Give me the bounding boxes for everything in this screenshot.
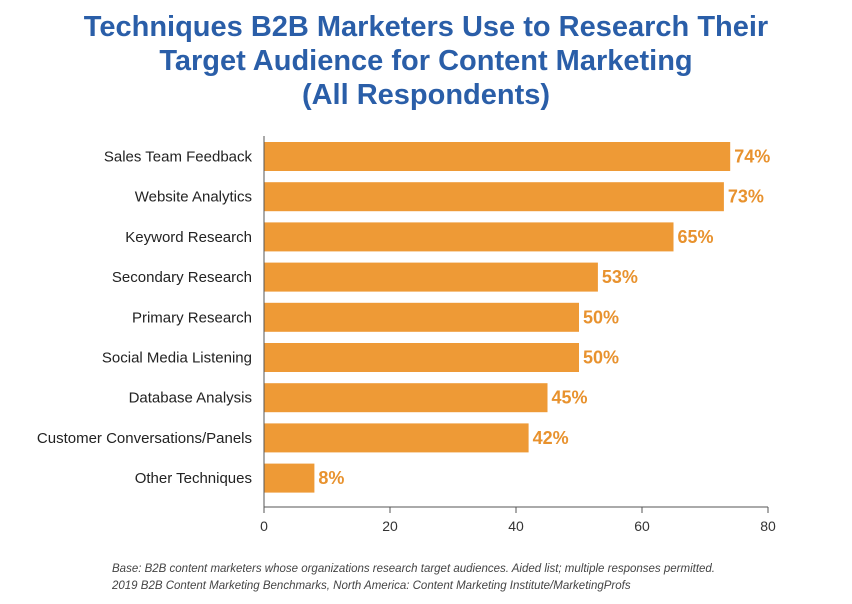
- chart-title-line: Techniques B2B Marketers Use to Research…: [83, 11, 769, 43]
- bar: [264, 423, 529, 453]
- data-label: 8%: [318, 468, 344, 488]
- category-label: Keyword Research: [125, 229, 252, 246]
- bar: [264, 343, 579, 372]
- category-label: Website Analytics: [135, 189, 252, 206]
- footnote-source: 2019 B2B Content Marketing Benchmarks, N…: [112, 580, 631, 592]
- chart-title-line: Target Audience for Content Marketing: [159, 45, 693, 77]
- x-tick-label: 0: [260, 518, 268, 534]
- data-label: 65%: [678, 227, 714, 247]
- category-label: Customer Conversations/Panels: [37, 430, 252, 447]
- bar: [264, 302, 579, 332]
- data-label: 74%: [734, 147, 770, 167]
- data-label: 53%: [602, 267, 638, 287]
- data-label: 45%: [552, 388, 588, 408]
- chart-title: Techniques B2B Marketers Use to Research…: [0, 10, 852, 112]
- bar: [264, 222, 674, 252]
- category-label: Sales Team Feedback: [104, 149, 253, 166]
- bar: [264, 182, 724, 212]
- category-label: Other Techniques: [135, 470, 252, 487]
- bar: [264, 383, 548, 413]
- x-tick-label: 40: [508, 518, 524, 534]
- data-label: 50%: [583, 348, 619, 368]
- category-label: Primary Research: [132, 309, 252, 326]
- category-label: Secondary Research: [112, 269, 252, 286]
- footnote-base: Base: B2B content marketers whose organi…: [112, 563, 715, 575]
- bar: [264, 463, 315, 493]
- category-label: Social Media Listening: [102, 350, 252, 367]
- x-tick-label: 60: [634, 518, 650, 534]
- category-label: Database Analysis: [129, 390, 252, 407]
- bar: [264, 262, 598, 292]
- data-label: 42%: [533, 428, 569, 448]
- x-tick-label: 20: [382, 518, 398, 534]
- chart-title-line: (All Respondents): [301, 79, 551, 111]
- data-label: 73%: [728, 187, 764, 207]
- data-label: 50%: [583, 307, 619, 327]
- x-tick-label: 80: [760, 518, 776, 534]
- bar: [264, 142, 731, 171]
